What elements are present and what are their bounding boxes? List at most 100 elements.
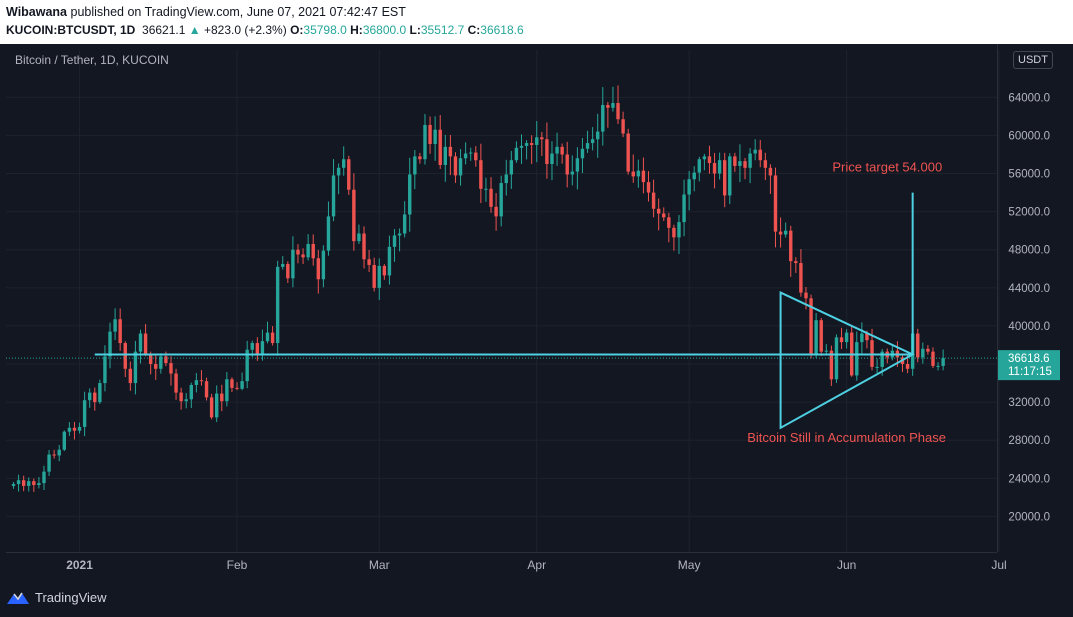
candle [860,322,864,356]
footer-branding[interactable]: TradingView [6,590,107,605]
candle [215,385,219,423]
candle [377,258,381,300]
candle-body [286,264,290,279]
candle [331,159,336,222]
candle [281,256,285,270]
candle-body [540,137,544,140]
low-value: 35512.7 [420,23,465,37]
candle [225,372,229,407]
candle [641,157,646,194]
candle-body [397,233,402,236]
candle [32,478,36,492]
candle-body [860,333,864,343]
candle-body [342,159,346,168]
candle-body [32,481,36,485]
candle-body [596,131,600,140]
chart-legend-title: Bitcoin / Tether, 1D, KUCOIN [15,53,169,67]
candle [768,164,773,194]
candle [794,257,798,273]
candle-body [362,233,366,260]
candle-body [585,143,590,149]
y-tick-label: 56000.0 [1008,169,1050,181]
candle-body [296,249,300,255]
candle-body [316,258,320,280]
candle-body [270,332,275,344]
candle [712,152,717,189]
annotation-text: Price target 54.000 [832,160,942,175]
ohlc-line: KUCOIN:BTCUSDT, 1D 36621.1 ▲ +823.0 (+2.… [6,23,524,37]
candle [138,329,143,364]
candle [286,261,290,283]
candle-body [941,358,945,366]
candle [27,477,31,492]
candle-body [418,156,422,160]
candle-body [926,348,930,352]
candle [850,325,854,377]
candle [611,86,615,112]
candle-body [392,235,397,247]
candle-body [77,426,82,431]
candle-body [839,337,844,343]
candle-body [794,261,798,264]
candle-body [367,259,371,265]
candle-body [103,356,107,384]
candle [57,444,61,462]
candles [11,85,945,492]
candle-body [570,171,574,175]
author-name[interactable]: Wibawana [6,5,68,19]
candle [514,141,519,163]
candle-body [611,103,615,108]
y-tick-label: 24000.0 [1008,473,1050,485]
candle [743,157,747,180]
candle-body [783,230,788,235]
candle-body [697,159,701,173]
candle [565,141,569,188]
candle-body [565,154,569,175]
candle-body [509,160,514,175]
candle-body [52,454,56,456]
candle-body [662,213,666,218]
candle-body [311,244,315,259]
candle [275,260,280,356]
high-label: H: [350,23,363,37]
footer-brand-text: TradingView [35,590,107,605]
candle-body [331,175,336,217]
close-label: C: [467,23,481,37]
close-value: 36618.6 [480,23,524,37]
candle [672,224,676,251]
candle [814,313,818,358]
candle-body [712,163,717,174]
candle-body [545,139,549,164]
candle-body [209,397,214,418]
candle [296,244,300,264]
x-tick-label: Mar [369,558,390,572]
candle-body [433,129,437,144]
open-value: 35798.0 [303,23,347,37]
plot-background [6,50,997,552]
candle-body [352,189,356,242]
candle [829,345,834,386]
candle [921,342,925,364]
candle-body [250,343,254,350]
y-tick-label: 64000.0 [1008,92,1050,104]
candle-body [336,167,341,176]
candle [82,391,87,437]
candle-body [707,156,712,164]
candle [570,155,574,186]
candle-body [408,174,412,215]
price-chart[interactable]: Price target 54.000 Bitcoin Still in Accu… [0,44,1073,617]
candle-body [138,333,143,352]
candle [601,87,605,146]
candle-body [82,400,87,427]
candle [855,331,859,381]
candle [616,85,620,124]
candle [662,207,666,222]
candle [448,134,453,176]
currency-badge[interactable]: USDT [1013,51,1053,69]
symbol-label[interactable]: KUCOIN:BTCUSDT, 1D [6,23,136,37]
candle-body [235,387,239,389]
candle-body [723,160,727,196]
candle [560,143,564,164]
candle [220,384,224,412]
candle-body [733,156,737,166]
